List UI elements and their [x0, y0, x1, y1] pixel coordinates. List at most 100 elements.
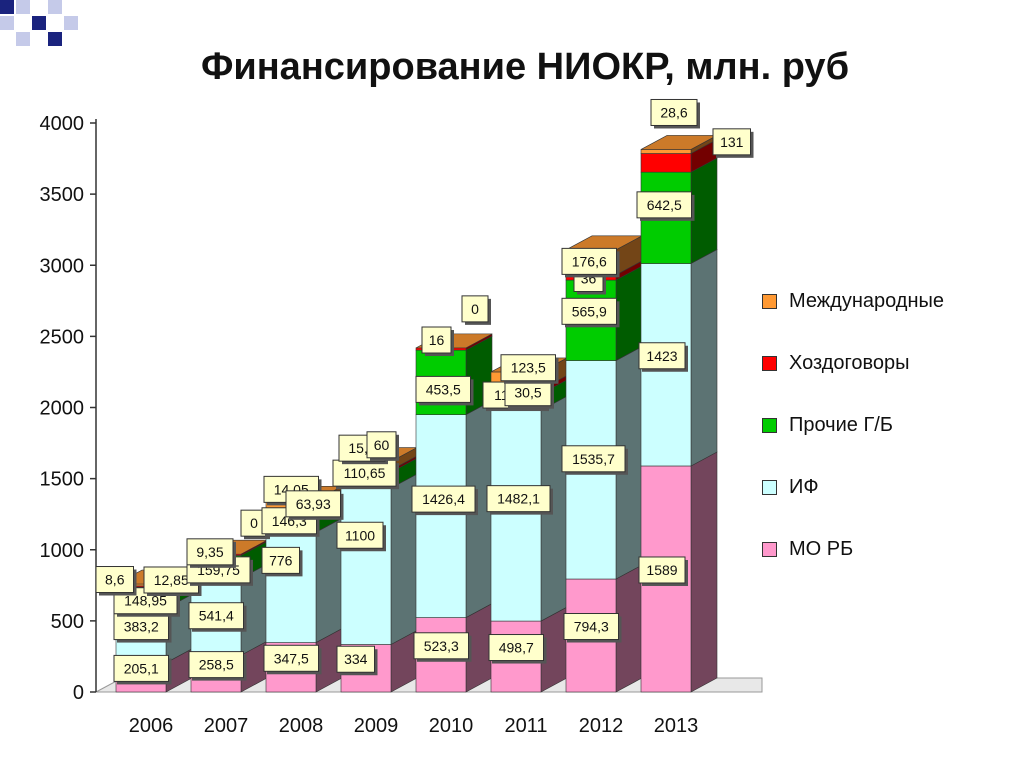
data-label-box — [113, 613, 169, 641]
data-label-box — [366, 431, 397, 459]
data-label-text: 16 — [429, 332, 445, 348]
legend-label: МО РБ — [789, 537, 854, 560]
data-label-text: 60 — [374, 437, 390, 453]
bar-segment — [415, 414, 467, 618]
data-label: 776 — [261, 546, 303, 577]
x-tick-label: 2006 — [129, 715, 174, 737]
data-label: 28,6 — [650, 98, 700, 129]
legend-item: ИФ — [762, 456, 1012, 518]
data-label-box — [113, 654, 169, 682]
decorative-squares — [0, 0, 78, 46]
data-label-text: 1423 — [646, 348, 677, 364]
y-tick-label: 3000 — [40, 255, 85, 277]
data-label-box — [285, 490, 341, 518]
data-label-box — [561, 297, 617, 325]
data-label-box — [411, 485, 476, 513]
data-label-box — [636, 191, 692, 219]
data-label-text: 176,6 — [572, 253, 607, 269]
data-label: 12,85 — [143, 566, 202, 596]
data-label: 16 — [421, 326, 454, 357]
bar-side — [615, 265, 643, 362]
data-label-text: 1426,4 — [422, 491, 465, 507]
deco-square — [32, 16, 46, 30]
data-label-text: 8,6 — [105, 572, 125, 588]
data-label: 9,35 — [186, 538, 236, 568]
data-label-text: 334 — [344, 651, 368, 667]
data-label-box — [561, 247, 617, 275]
deco-square — [16, 32, 30, 46]
data-label-box — [186, 538, 234, 566]
data-label-text: 110,65 — [344, 465, 386, 481]
bar-side — [690, 249, 718, 467]
data-label-text: 148,95 — [124, 593, 167, 609]
data-label: 176,6 — [561, 247, 620, 278]
data-label-text: 523,3 — [424, 638, 459, 654]
data-label-text: 0 — [250, 515, 258, 531]
data-label-box — [638, 342, 686, 370]
x-tick-label: 2012 — [579, 715, 624, 737]
data-label: 1100 — [336, 521, 386, 552]
bar-segment — [340, 487, 392, 645]
data-label-text: 541,4 — [199, 608, 234, 624]
data-label-box — [415, 375, 471, 403]
x-tick-label: 2011 — [504, 715, 547, 737]
data-label: 642,5 — [636, 191, 695, 221]
data-label-box — [638, 556, 686, 584]
x-tick-label: 2009 — [354, 715, 399, 737]
legend-swatch — [762, 293, 777, 309]
data-label-text: 123,5 — [511, 360, 546, 376]
data-label: 1423 — [638, 342, 688, 372]
data-label-text: 498,7 — [499, 640, 534, 656]
data-label: 205,1 — [113, 654, 172, 685]
data-label-box — [504, 379, 552, 407]
x-tick-label: 2008 — [279, 715, 324, 737]
deco-square — [48, 32, 62, 46]
legend-label: Прочие Г/Б — [789, 413, 893, 436]
x-tick-label: 2007 — [204, 715, 249, 737]
data-label-box — [188, 602, 244, 630]
data-label-box — [421, 326, 452, 354]
chart-legend: Международные Хоздоговоры Прочие Г/Б ИФ МО Р… — [762, 270, 1012, 580]
data-label-box — [461, 295, 489, 323]
data-label: 8,6 — [95, 566, 137, 596]
legend-swatch — [762, 541, 777, 557]
data-label-box — [261, 546, 300, 574]
data-label-box — [500, 354, 556, 382]
data-label-text: 205,1 — [124, 660, 159, 676]
legend-item: Международные — [762, 270, 1012, 332]
data-label-text: 1589 — [646, 562, 677, 578]
data-label: 1589 — [638, 556, 688, 586]
bar-segment — [640, 153, 692, 173]
y-tick-label: 1500 — [40, 469, 85, 491]
data-label-text: 28,6 — [660, 104, 687, 120]
data-label: 0 — [461, 295, 491, 325]
data-label-text: 565,9 — [572, 303, 607, 319]
data-label: 523,3 — [413, 632, 472, 662]
deco-square — [48, 0, 62, 14]
legend-swatch — [762, 479, 777, 495]
y-tick-label: 3500 — [40, 184, 85, 206]
data-label-text: 30,5 — [514, 385, 541, 401]
data-label-box — [413, 632, 469, 660]
deco-square — [0, 16, 14, 30]
data-label: 1482,1 — [486, 485, 553, 515]
data-label-text: 9,35 — [196, 544, 223, 560]
data-label: 541,4 — [188, 602, 247, 632]
bar-side — [690, 451, 718, 693]
deco-square — [16, 0, 30, 14]
bar-segment — [640, 149, 692, 154]
x-tick-label: 2013 — [654, 715, 699, 737]
bar-side — [690, 157, 718, 265]
data-label-text: 1535,7 — [572, 451, 615, 467]
data-label-text: 1100 — [345, 527, 375, 543]
slide-title: Финансирование НИОКР, млн. руб — [200, 46, 850, 88]
data-label: 1535,7 — [561, 445, 628, 475]
data-label-box — [486, 485, 551, 513]
y-tick-label: 0 — [73, 682, 84, 704]
data-label-text: 642,5 — [647, 197, 682, 213]
legend-label: ИФ — [789, 475, 819, 498]
data-label: 131 — [712, 128, 754, 158]
data-label-box — [336, 521, 384, 549]
y-tick-label: 2500 — [40, 326, 85, 348]
deco-square — [64, 16, 78, 30]
